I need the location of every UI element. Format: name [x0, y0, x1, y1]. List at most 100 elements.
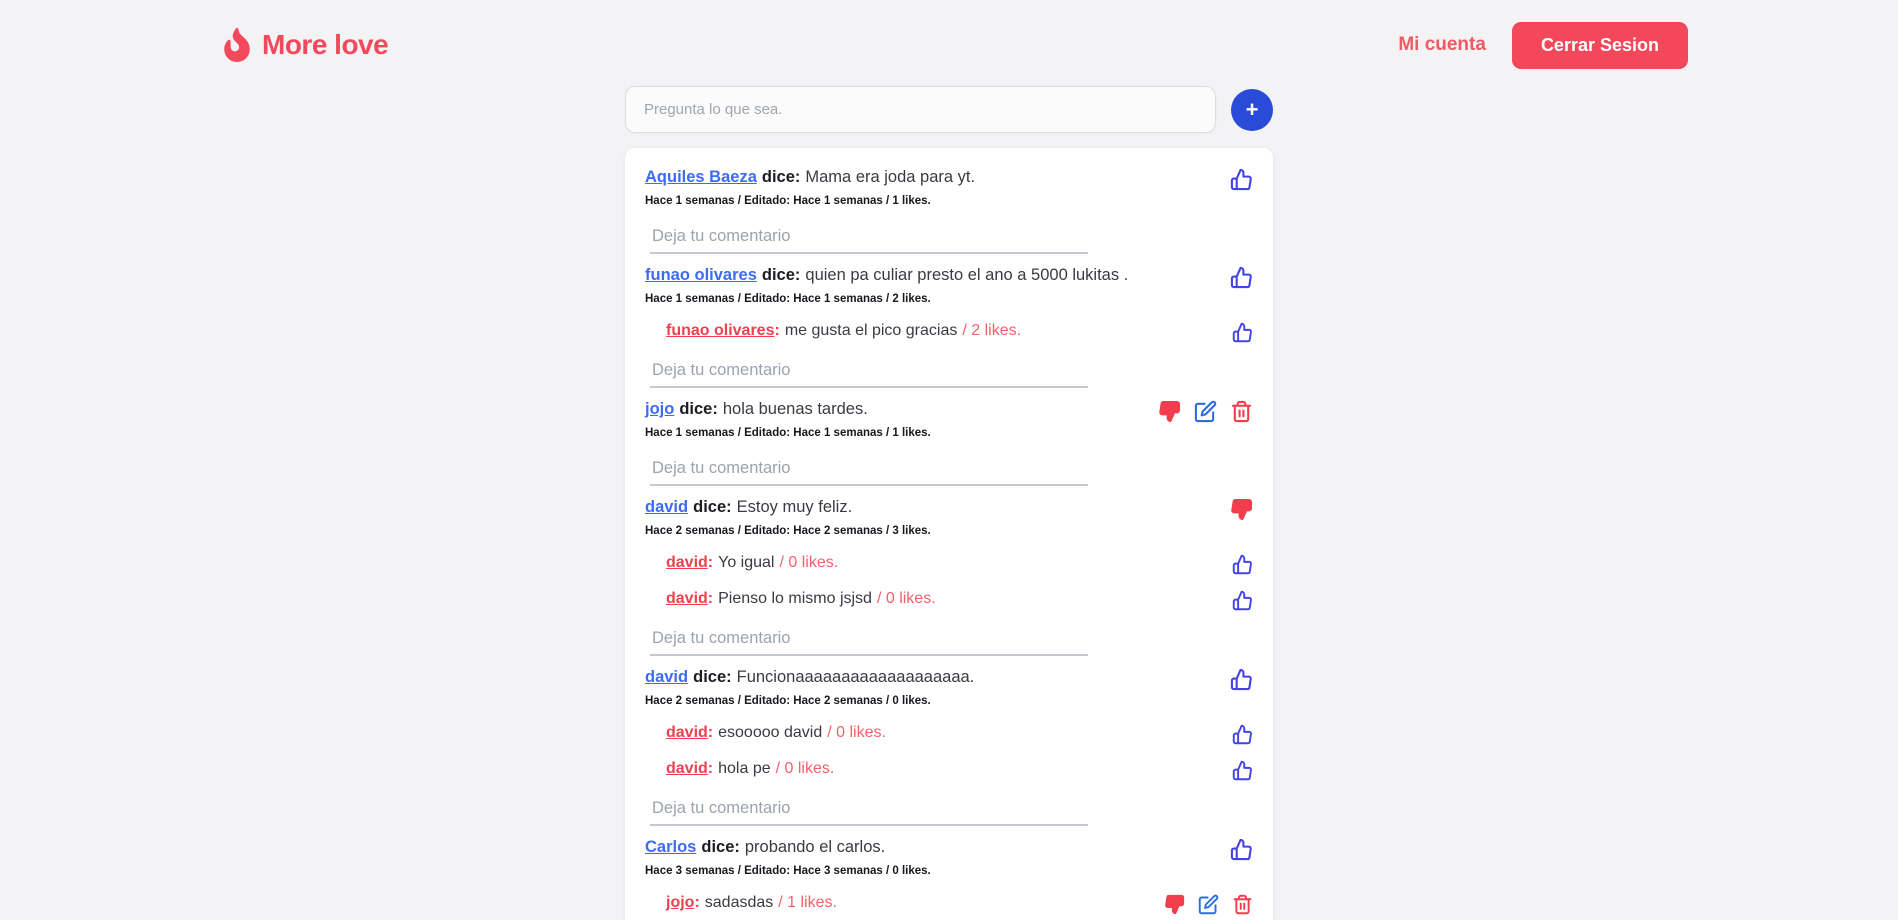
post-actions — [1230, 836, 1253, 861]
thumbs-up-button[interactable] — [1232, 590, 1253, 611]
trash-button[interactable] — [1232, 894, 1253, 915]
comment-actions — [1232, 552, 1253, 575]
post-author-link[interactable]: david — [645, 498, 689, 516]
post-actions — [1230, 496, 1253, 521]
comment-text: jojo: sadasdas/ 1 likes. — [666, 892, 837, 914]
post-comments: funao olivares: me gusta el pico gracias /… — [645, 320, 1253, 343]
comment-message: me gusta el pico gracias — [784, 322, 958, 339]
post: david dice: Estoy muy feliz. Hace 2 semana… — [645, 496, 1253, 656]
comment-input[interactable] — [650, 795, 1088, 826]
post: funao olivares dice: quien pa culiar prest… — [645, 264, 1253, 388]
post-header: funao olivares dice: quien pa culiar prest… — [645, 264, 1253, 289]
post-header: Aquiles Baeza dice: Mama era joda para yt. — [645, 166, 1253, 191]
thumbs-up-button[interactable] — [1230, 266, 1253, 289]
dice-label: dice: — [761, 266, 801, 284]
comment-actions — [1232, 722, 1253, 745]
comment-actions — [1164, 892, 1253, 915]
post-comments: jojo: sadasdas/ 1 likes. — [645, 892, 1253, 915]
post-header: david dice: Estoy muy feliz. — [645, 496, 1253, 521]
comment-author-link[interactable]: david — [666, 554, 708, 571]
comment-text: david: hola pe/ 0 likes. — [666, 758, 834, 780]
thumbs-down-button[interactable] — [1158, 400, 1181, 423]
comment-input[interactable] — [650, 357, 1088, 388]
comment-colon: : — [707, 590, 714, 607]
thumbs-down-button[interactable] — [1164, 894, 1185, 915]
comment-input[interactable] — [650, 455, 1088, 486]
comment-input[interactable] — [650, 625, 1088, 656]
comment-text: david: Pienso lo mismo jsjsd/ 0 likes. — [666, 588, 936, 610]
thumbs-up-icon — [1230, 838, 1252, 861]
comment-row: jojo: sadasdas/ 1 likes. — [666, 892, 1253, 915]
post-comments: david: esooooo david/ 0 likes. david: hola… — [645, 722, 1253, 781]
post-title: david dice: Funcionaaaaaaaaaaaaaaaaaaa. — [645, 666, 974, 688]
thumbs-up-button[interactable] — [1232, 322, 1253, 343]
header-nav: Mi cuenta Cerrar Sesion — [1398, 21, 1688, 69]
comment-author-link[interactable]: david — [666, 590, 708, 607]
post-title: jojo dice: hola buenas tardes. — [645, 398, 868, 420]
question-input[interactable] — [625, 86, 1216, 133]
comment-author-link[interactable]: funao olivares — [666, 322, 775, 339]
question-composer: + — [625, 86, 1273, 133]
comment-likes: / 2 likes. — [962, 322, 1022, 339]
comment-input[interactable] — [650, 223, 1088, 254]
trash-icon — [1231, 400, 1252, 423]
post-author-link[interactable]: Carlos — [645, 838, 697, 856]
comment-text: david: Yo igual/ 0 likes. — [666, 552, 838, 574]
comment-message: Pienso lo mismo jsjsd — [718, 590, 872, 607]
comment-row: david: Pienso lo mismo jsjsd/ 0 likes. — [666, 588, 1253, 611]
app-logo[interactable]: More love — [222, 28, 389, 62]
flame-icon — [224, 28, 250, 62]
thumbs-up-button[interactable] — [1232, 760, 1253, 781]
dice-label: dice: — [761, 168, 801, 186]
thumbs-down-button[interactable] — [1230, 498, 1253, 521]
comment-message: sadasdas — [704, 894, 774, 911]
thumbs-up-icon — [1230, 668, 1252, 691]
logout-button[interactable]: Cerrar Sesion — [1511, 21, 1688, 69]
add-question-button[interactable]: + — [1231, 88, 1273, 131]
thumbs-up-icon — [1232, 590, 1252, 611]
dice-label: dice: — [693, 498, 732, 516]
post-message: hola buenas tardes. — [722, 400, 868, 418]
comment-row: funao olivares: me gusta el pico gracias /… — [666, 320, 1253, 343]
nav-mi-cuenta[interactable]: Mi cuenta — [1398, 34, 1486, 55]
trash-button[interactable] — [1230, 400, 1253, 423]
thumbs-up-button[interactable] — [1232, 724, 1253, 745]
comment-message: hola pe — [718, 760, 771, 777]
comment-likes: / 0 likes. — [779, 554, 839, 571]
thumbs-up-icon — [1230, 266, 1252, 289]
post-meta: Hace 3 semanas / Editado: Hace 3 semanas… — [645, 865, 931, 877]
post-author-link[interactable]: david — [645, 668, 689, 686]
comment-message: esooooo david — [718, 724, 823, 741]
comment-colon: : — [707, 760, 714, 777]
post-author-link[interactable]: funao olivares — [645, 266, 757, 284]
comment-row: david: esooooo david/ 0 likes. — [666, 722, 1253, 745]
comment-actions — [1232, 320, 1253, 343]
post-message: Estoy muy feliz. — [736, 498, 853, 516]
thumbs-up-button[interactable] — [1230, 838, 1253, 861]
post-actions — [1230, 666, 1253, 691]
edit-button[interactable] — [1194, 400, 1217, 423]
dice-label: dice: — [693, 668, 732, 686]
edit-icon — [1194, 400, 1217, 423]
post-meta: Hace 2 semanas / Editado: Hace 2 semanas… — [645, 695, 931, 707]
post-title: Aquiles Baeza dice: Mama era joda para yt. — [645, 166, 975, 188]
dice-label: dice: — [701, 838, 740, 856]
post: Carlos dice: probando el carlos. Hace 3 se… — [645, 836, 1253, 920]
dice-label: dice: — [679, 400, 718, 418]
thumbs-up-icon — [1232, 554, 1252, 575]
comment-author-link[interactable]: david — [666, 724, 708, 741]
comment-colon: : — [707, 554, 714, 571]
post-author-link[interactable]: jojo — [645, 400, 675, 418]
thumbs-up-button[interactable] — [1230, 168, 1253, 191]
comment-likes: / 0 likes. — [876, 590, 936, 607]
comment-author-link[interactable]: david — [666, 760, 708, 777]
edit-button[interactable] — [1198, 894, 1219, 915]
thumbs-up-button[interactable] — [1232, 554, 1253, 575]
post-author-link[interactable]: Aquiles Baeza — [645, 168, 757, 186]
comment-author-link[interactable]: jojo — [666, 894, 695, 911]
thumbs-up-button[interactable] — [1230, 668, 1253, 691]
comment-colon: : — [694, 894, 700, 911]
post-header: david dice: Funcionaaaaaaaaaaaaaaaaaaa. — [645, 666, 1253, 691]
post: david dice: Funcionaaaaaaaaaaaaaaaaaaa. Ha… — [645, 666, 1253, 826]
